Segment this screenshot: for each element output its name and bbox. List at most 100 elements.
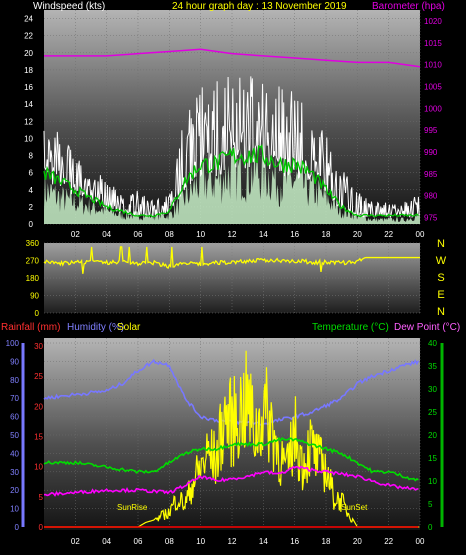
temperature-tick-label: 20 xyxy=(428,431,437,440)
compass-label: E xyxy=(437,289,444,301)
compass-label: N xyxy=(437,238,445,250)
rain-temp-x-tick-label: 02 xyxy=(71,537,80,546)
humidity-tick-label: 10 xyxy=(10,505,19,514)
barometer-tick-label: 1005 xyxy=(424,82,442,91)
wind-left-tick-label: 6 xyxy=(29,169,34,178)
wind-left-tick-label: 10 xyxy=(24,134,33,143)
windspeed-fill-series xyxy=(44,142,420,224)
humidity-tick-label: 30 xyxy=(10,468,19,477)
temperature-series xyxy=(43,436,419,482)
barometer-tick-label: 1015 xyxy=(424,39,442,48)
wind-left-tick-label: 16 xyxy=(24,83,33,92)
wind-x-tick-label: 06 xyxy=(134,230,143,239)
rainfall-tick-label: 5 xyxy=(39,493,44,502)
barometer-series xyxy=(44,48,421,68)
wind-left-tick-label: 2 xyxy=(29,203,34,212)
temperature-tick-label: 30 xyxy=(428,385,437,394)
wind-left-axis-label: Windspeed (kts) xyxy=(33,1,105,12)
humidity-tick-label: 100 xyxy=(6,339,20,348)
sun-annotation: SunSet xyxy=(341,503,368,512)
direction-tick-label: 360 xyxy=(26,239,40,248)
direction-tick-label: 180 xyxy=(26,274,40,283)
humidity-tick-label: 0 xyxy=(15,523,20,532)
sun-annotation: SunRise xyxy=(117,503,148,512)
temperature-tick-label: 25 xyxy=(428,408,437,417)
barometer-tick-label: 1010 xyxy=(424,61,442,70)
wind-left-tick-label: 0 xyxy=(29,220,34,229)
rain-temp-x-tick-label: 22 xyxy=(384,537,393,546)
compass-label: W xyxy=(436,255,447,267)
wind-x-tick-label: 00 xyxy=(416,230,425,239)
wind-left-tick-label: 4 xyxy=(29,186,34,195)
wind-x-tick-label: 08 xyxy=(165,230,174,239)
wind-x-tick-label: 20 xyxy=(353,230,362,239)
wind-gust-series xyxy=(43,76,420,219)
humidity-tick-label: 80 xyxy=(10,376,19,385)
barometer-tick-label: 990 xyxy=(424,148,438,157)
compass-label: S xyxy=(437,272,444,284)
humidity-tick-label: 70 xyxy=(10,394,19,403)
rainfall-tick-label: 15 xyxy=(34,433,43,442)
rain-temp-x-tick-label: 08 xyxy=(165,537,174,546)
temperature-tick-label: 10 xyxy=(428,477,437,486)
wind-average-series xyxy=(43,144,419,218)
rain-temp-x-tick-label: 20 xyxy=(353,537,362,546)
wind-left-tick-label: 12 xyxy=(24,117,33,126)
rainfall-tick-label: 20 xyxy=(34,402,43,411)
rain-temp-x-tick-label: 14 xyxy=(259,537,268,546)
wind-left-tick-label: 14 xyxy=(24,100,33,109)
wind-left-tick-label: 8 xyxy=(29,152,34,161)
rain-temp-x-tick-label: 18 xyxy=(322,537,331,546)
wind-left-tick-label: 20 xyxy=(24,49,33,58)
barometer-tick-label: 985 xyxy=(424,170,438,179)
wind-left-tick-label: 22 xyxy=(24,32,33,41)
temperature-tick-label: 5 xyxy=(428,500,433,509)
rain-temp-x-tick-label: 04 xyxy=(102,537,111,546)
rain-temp-x-tick-label: 12 xyxy=(228,537,237,546)
solar-axis-label: Solar xyxy=(117,322,141,333)
rainfall-tick-label: 0 xyxy=(39,523,44,532)
barometer-tick-label: 1020 xyxy=(424,17,442,26)
humidity-tick-label: 60 xyxy=(10,413,19,422)
humidity-tick-label: 20 xyxy=(10,486,19,495)
wind-x-tick-label: 22 xyxy=(384,230,393,239)
wind-left-tick-label: 24 xyxy=(24,15,33,24)
wind-x-tick-label: 04 xyxy=(102,230,111,239)
humidity-axis-label: Humidity (%) xyxy=(67,322,124,333)
wind-right-axis-label: Barometer (hpa) xyxy=(372,1,445,12)
wind-direction-series xyxy=(43,246,420,274)
rainfall-axis-label: Rainfall (mm) xyxy=(1,322,60,333)
barometer-tick-label: 980 xyxy=(424,192,438,201)
rain-temp-x-tick-label: 00 xyxy=(416,537,425,546)
direction-tick-label: 270 xyxy=(26,257,40,266)
dew-point-series xyxy=(43,465,419,497)
chart-title: 24 hour graph day : 13 November 2019 xyxy=(172,1,347,12)
rainfall-tick-label: 30 xyxy=(34,342,43,351)
barometer-tick-label: 975 xyxy=(424,213,438,222)
rain-temp-x-tick-label: 10 xyxy=(196,537,205,546)
temperature-axis-label: Temperature (°C) xyxy=(312,322,389,333)
rain-temp-x-tick-label: 16 xyxy=(290,537,299,546)
rain-temp-x-tick-label: 06 xyxy=(134,537,143,546)
barometer-tick-label: 1000 xyxy=(424,104,442,113)
direction-tick-label: 0 xyxy=(35,309,40,318)
humidity-tick-label: 40 xyxy=(10,449,19,458)
rainfall-tick-label: 25 xyxy=(34,372,43,381)
compass-label: N xyxy=(437,306,445,318)
temperature-tick-label: 15 xyxy=(428,454,437,463)
temperature-tick-label: 40 xyxy=(428,339,437,348)
dew-point-axis-label: Dew Point (°C) xyxy=(394,322,460,333)
wind-x-tick-label: 02 xyxy=(71,230,80,239)
wind-x-tick-label: 18 xyxy=(322,230,331,239)
wind-x-tick-label: 14 xyxy=(259,230,268,239)
temperature-tick-label: 0 xyxy=(428,523,433,532)
wind-left-tick-label: 18 xyxy=(24,66,33,75)
wind-x-tick-label: 10 xyxy=(196,230,205,239)
rainfall-tick-label: 10 xyxy=(34,463,43,472)
humidity-tick-label: 50 xyxy=(10,431,19,440)
wind-x-tick-label: 12 xyxy=(228,230,237,239)
temperature-tick-label: 35 xyxy=(428,362,437,371)
wind-x-tick-label: 16 xyxy=(290,230,299,239)
barometer-tick-label: 995 xyxy=(424,126,438,135)
